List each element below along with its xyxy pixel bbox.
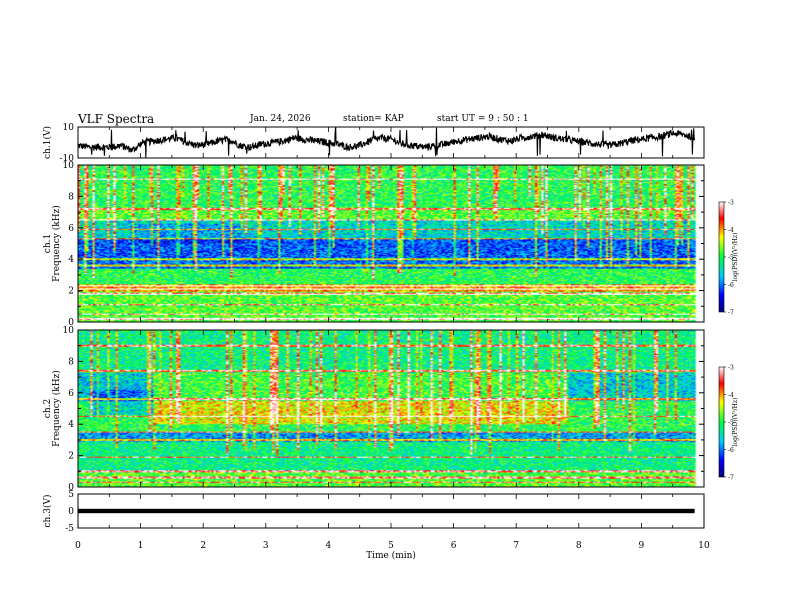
chart-title: VLF Spectra (78, 112, 155, 126)
ch3-waveform-ytick-label: 5 (68, 490, 74, 500)
ch2-spectrogram-colorbar (718, 366, 725, 478)
ch1-spectrogram-image (78, 165, 704, 322)
xtick-label: 6 (451, 541, 457, 551)
ch1-spectrogram-colorbar-tick-label: -3 (728, 200, 734, 207)
ch2-spectrogram-ylabel: Frequency (kHz) (51, 370, 62, 447)
xtick-label: 9 (639, 541, 645, 551)
xtick-label: 7 (513, 541, 519, 551)
ch2-spectrogram-colorbar-tick-label: -3 (728, 365, 734, 372)
ch2-spectrogram-ytick-label: 4 (68, 420, 74, 430)
ch1-waveform-ylabel: ch.1(V) (42, 126, 53, 159)
ch2-spectrogram-ytick-label: 0 (68, 483, 74, 493)
xtick-label: 0 (75, 541, 81, 551)
ch1-spectrogram-ylabel: Frequency (kHz) (51, 205, 62, 282)
ch2-spectrogram-colorbar-label: log(PSD)(V²/Hz) (732, 398, 739, 447)
ch1-spectrogram-ytick-label: 8 (68, 192, 74, 202)
ch1-spectrogram-colorbar-tick-label: -7 (728, 310, 734, 317)
ch1-waveform-line (78, 127, 696, 158)
xtick-label: 8 (576, 541, 582, 551)
xaxis-label: Time (min) (366, 550, 416, 561)
ch1-spectrogram-colorbar-tick-label: -5 (728, 255, 734, 262)
ch1-spectrogram-colorbar-label: log(PSD)(V²/Hz) (732, 233, 739, 282)
ch3-waveform-ytick-label: -5 (65, 524, 74, 534)
xtick-label: 2 (200, 541, 206, 551)
ch2-spectrogram-image (78, 330, 704, 487)
ch1-waveform-ytick-label: -10 (60, 154, 75, 164)
ch2-spectrogram-ytick-label: 2 (68, 452, 74, 462)
ch1-spectrogram-ytick-label: 10 (63, 161, 75, 171)
ch1-spectrogram-ytick-label: 2 (68, 287, 74, 297)
ch3-waveform-ylabel: ch.3(V) (42, 495, 53, 528)
ch1-spectrogram-ytick-label: 6 (68, 224, 74, 234)
ch2-spectrogram-colorbar-tick-label: -5 (728, 420, 734, 427)
xtick-label: 4 (326, 541, 332, 551)
ch2-spectrogram-ytick-label: 6 (68, 389, 74, 399)
ch2-spectrogram-colorbar-tick-label: -4 (728, 392, 734, 399)
ch1-spectrogram-ytick-label: 0 (68, 318, 74, 328)
ch2-spectrogram-ylabel: ch.2 (43, 399, 53, 418)
xtick-label: 5 (388, 541, 394, 551)
ch1-spectrogram-colorbar (718, 201, 725, 313)
station-label: station= KAP (343, 114, 404, 124)
date-label: Jan. 24, 2026 (250, 114, 311, 124)
ch1-spectrogram-colorbar-tick-label: -6 (728, 282, 734, 289)
ch1-waveform-ytick-label: 10 (63, 123, 75, 133)
xtick-label: 1 (138, 541, 144, 551)
ch3-waveform-ytick-label: 0 (68, 507, 74, 517)
ch2-spectrogram-colorbar-tick-label: -7 (728, 475, 734, 482)
xtick-label: 10 (698, 541, 710, 551)
ch3-waveform-band (78, 508, 695, 514)
ch1-spectrogram-ytick-label: 4 (68, 255, 74, 265)
ch2-spectrogram-ytick-label: 8 (68, 357, 74, 367)
start-time-label: start UT = 9 : 50 : 1 (437, 114, 529, 124)
ch2-spectrogram-ytick-label: 10 (63, 326, 75, 336)
ch2-spectrogram-colorbar-tick-label: -6 (728, 447, 734, 454)
xtick-label: 3 (263, 541, 269, 551)
ch1-spectrogram-ylabel: ch.1 (43, 234, 53, 253)
ch1-spectrogram-colorbar-tick-label: -4 (728, 227, 734, 234)
